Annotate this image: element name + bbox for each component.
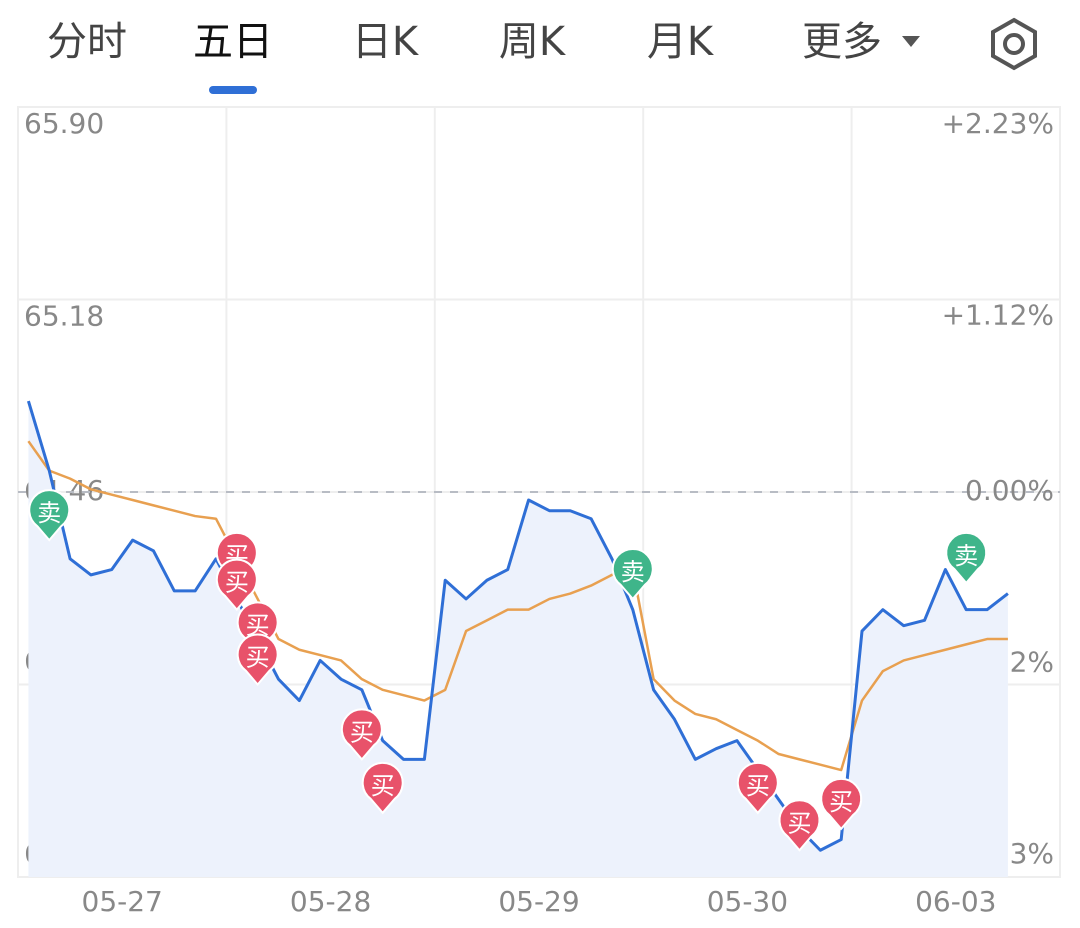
marker-pin	[611, 548, 654, 601]
tab[interactable]: 更多	[802, 19, 882, 65]
active-tab-underline	[209, 86, 257, 94]
marker-label: 卖	[954, 542, 978, 570]
trade-marker: 卖	[945, 531, 988, 585]
marker-pin	[736, 761, 779, 815]
x-tick-label: 05-29	[498, 885, 579, 918]
x-tick-label: 05-27	[82, 885, 163, 918]
marker-pin	[778, 799, 821, 852]
trade-marker: 买	[820, 777, 863, 831]
x-tick-label: 06-03	[915, 885, 996, 918]
marker-label: 卖	[621, 558, 645, 586]
y2-tick-label: +1.12%	[942, 299, 1054, 332]
marker-label: 买	[350, 718, 374, 746]
marker-label: 卖	[37, 499, 61, 527]
trade-marker: 卖	[28, 489, 71, 542]
more-arrow	[902, 36, 920, 47]
trade-marker: 买	[340, 708, 383, 761]
price-area	[28, 401, 1008, 877]
trade-marker: 买	[361, 761, 404, 815]
trade-marker: 买	[736, 761, 779, 815]
trade-marker: 买	[236, 633, 279, 687]
y-tick-label: 65.18	[24, 300, 104, 333]
trade-marker: 买	[215, 558, 258, 612]
settings-icon[interactable]	[991, 17, 1037, 71]
series-line	[27, 440, 1008, 772]
trade-marker: 卖	[611, 548, 654, 601]
tab[interactable]: 分时	[47, 19, 127, 65]
x-tick-label: 05-28	[290, 885, 371, 918]
marker-pin	[340, 708, 383, 761]
marker-pin	[215, 558, 258, 612]
tab[interactable]: 日K	[352, 19, 420, 65]
marker-label: 买	[371, 772, 395, 800]
y2-tick-label: +2.23%	[942, 107, 1054, 140]
marker-label: 买	[246, 644, 270, 672]
tab[interactable]: 周K	[499, 19, 567, 65]
y-tick-label: 65.90	[24, 107, 104, 140]
marker-pin	[361, 761, 404, 815]
marker-pin	[28, 489, 71, 542]
marker-label: 买	[829, 788, 853, 816]
marker-label: 买	[225, 569, 249, 597]
tab[interactable]: 月K	[647, 19, 715, 65]
settings-hexagon	[991, 17, 1037, 71]
marker-pin	[945, 531, 988, 585]
tab[interactable]: 五日	[193, 19, 273, 65]
marker-label: 买	[788, 809, 812, 837]
marker-pin	[820, 777, 863, 831]
marker-label: 买	[746, 772, 770, 800]
trade-marker: 买	[778, 799, 821, 852]
x-tick-label: 05-30	[707, 885, 788, 918]
marker-pin	[236, 633, 279, 687]
settings-circle	[1003, 33, 1025, 55]
y2-tick-label: 0.00%	[965, 474, 1054, 507]
